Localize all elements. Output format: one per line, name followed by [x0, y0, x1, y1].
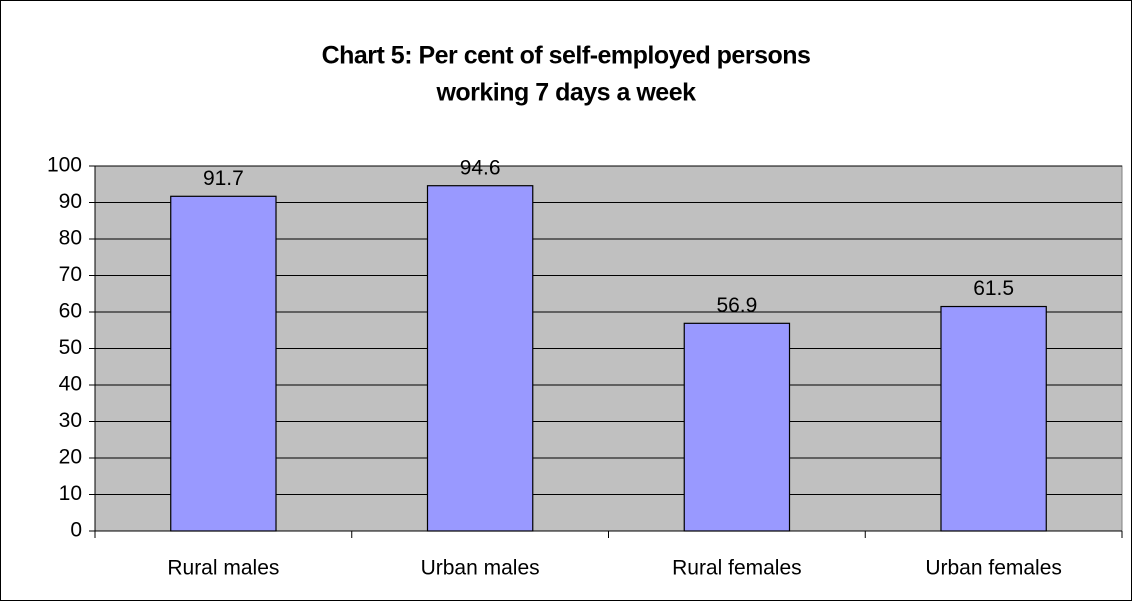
y-tick-label: 40 — [59, 373, 82, 396]
bar — [683, 322, 791, 532]
data-label: 56.9 — [716, 294, 757, 317]
y-tick-label: 90 — [59, 190, 82, 213]
y-tick-label: 100 — [47, 154, 82, 177]
data-label: 94.6 — [460, 156, 501, 179]
y-tick-label: 70 — [59, 263, 82, 286]
chart-title: working 7 days a week — [435, 79, 696, 107]
bar — [940, 305, 1047, 532]
bar — [426, 185, 534, 532]
y-tick-label: 10 — [59, 482, 82, 505]
x-tick-label: Urban females — [925, 557, 1062, 580]
bar — [170, 195, 277, 532]
x-tick-label: Urban males — [421, 557, 540, 580]
chart-title: Chart 5: Per cent of self-employed perso… — [322, 42, 811, 70]
x-tick-label: Rural females — [672, 557, 802, 580]
x-tick-label: Rural males — [167, 557, 279, 580]
y-tick-label: 80 — [59, 227, 82, 250]
y-tick-label: 0 — [70, 519, 82, 542]
y-tick-label: 30 — [59, 409, 82, 432]
y-tick-label: 60 — [59, 300, 82, 323]
y-tick-label: 50 — [59, 336, 82, 359]
data-label: 61.5 — [973, 277, 1014, 300]
y-tick-label: 20 — [59, 446, 82, 469]
data-label: 91.7 — [203, 167, 244, 190]
